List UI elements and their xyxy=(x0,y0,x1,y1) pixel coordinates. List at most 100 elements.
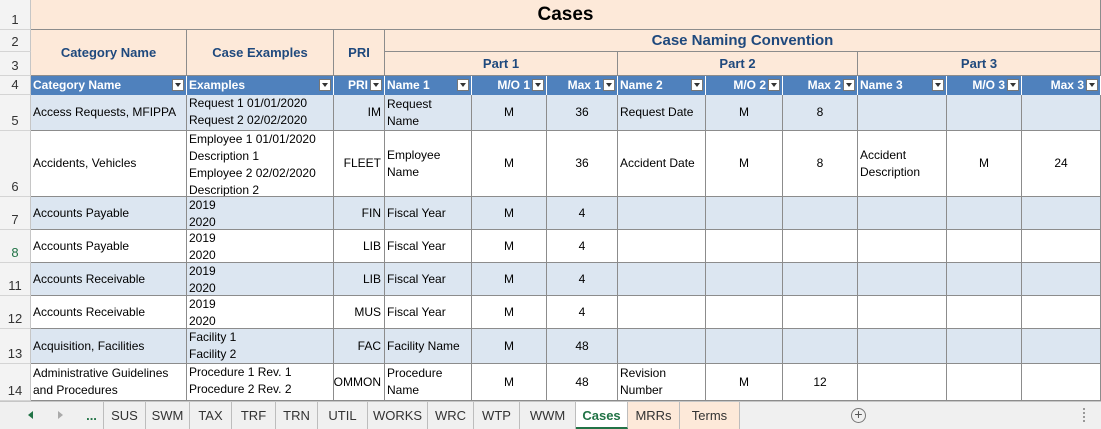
filter-dropdown-icon[interactable] xyxy=(932,79,944,91)
cell-name-2[interactable] xyxy=(618,263,706,296)
sheet-tab-works[interactable]: WORKS xyxy=(368,402,428,429)
cell-mo-3[interactable] xyxy=(947,364,1022,401)
filter-dropdown-icon[interactable] xyxy=(1007,79,1019,91)
cell-examples[interactable]: Employee 1 01/01/2020 Description 1 Employ… xyxy=(187,131,334,197)
sheet-tab-wrc[interactable]: WRC xyxy=(428,402,474,429)
cell-mo-2[interactable]: M xyxy=(706,364,783,401)
cell-examples[interactable]: Facility 1 Facility 2 xyxy=(187,329,334,364)
cell-mo-3[interactable] xyxy=(947,230,1022,263)
cell-pri[interactable]: FLEET xyxy=(334,131,385,197)
cell-max-3[interactable] xyxy=(1022,296,1101,329)
sheet-tab-util[interactable]: UTIL xyxy=(318,402,368,429)
cell-name-1[interactable]: Fiscal Year xyxy=(385,263,472,296)
filter-dropdown-icon[interactable] xyxy=(768,79,780,91)
cell-max-2[interactable]: 8 xyxy=(783,131,858,197)
cell-max-2[interactable]: 12 xyxy=(783,364,858,401)
filter-header-cell[interactable]: Name 2 xyxy=(618,76,706,95)
sheet-title[interactable]: Cases xyxy=(31,0,1101,30)
cell-max-1[interactable]: 36 xyxy=(547,95,618,131)
cell-name-3[interactable] xyxy=(858,197,947,230)
tabs-ellipsis[interactable]: ... xyxy=(80,402,104,429)
cell-max-1[interactable]: 36 xyxy=(547,131,618,197)
filter-header-cell[interactable]: Max 1 xyxy=(547,76,618,95)
filter-header-cell[interactable]: PRI xyxy=(334,76,385,95)
cell-pri[interactable]: COMMON xyxy=(334,364,385,401)
cell-name-2[interactable]: Accident Date xyxy=(618,131,706,197)
cell-examples[interactable]: 2019 2020 xyxy=(187,296,334,329)
cell-mo-1[interactable]: M xyxy=(472,364,547,401)
cell-name-3[interactable] xyxy=(858,95,947,131)
cell-mo-3[interactable] xyxy=(947,329,1022,364)
cell-name-2[interactable] xyxy=(618,197,706,230)
cell-category-name[interactable]: Administrative Guidelines and Procedures xyxy=(31,364,187,401)
filter-dropdown-icon[interactable] xyxy=(1086,79,1098,91)
cell-mo-1[interactable]: M xyxy=(472,230,547,263)
cell-mo-3[interactable] xyxy=(947,95,1022,131)
row-header[interactable]: 14 xyxy=(0,364,31,401)
spreadsheet-grid[interactable]: 1 2 3 4 5 6 7 8 11 12 13 14 Cases Category Name Cas… xyxy=(0,0,1101,401)
cell-category-name[interactable]: Accounts Payable xyxy=(31,197,187,230)
cell-mo-2[interactable] xyxy=(706,197,783,230)
row-header[interactable]: 6 xyxy=(0,131,31,197)
sheet-tab-wtp[interactable]: WTP xyxy=(474,402,520,429)
row-header[interactable]: 7 xyxy=(0,197,31,230)
header-part-3[interactable]: Part 3 xyxy=(858,52,1101,76)
cell-name-3[interactable] xyxy=(858,263,947,296)
filter-header-cell[interactable]: Name 1 xyxy=(385,76,472,95)
cell-name-1[interactable]: Request Name xyxy=(385,95,472,131)
cell-category-name[interactable]: Accounts Receivable xyxy=(31,296,187,329)
filter-dropdown-icon[interactable] xyxy=(457,79,469,91)
header-part-1[interactable]: Part 1 xyxy=(385,52,618,76)
cell-name-3[interactable] xyxy=(858,364,947,401)
cell-mo-2[interactable] xyxy=(706,296,783,329)
cell-max-1[interactable]: 4 xyxy=(547,230,618,263)
cell-max-1[interactable]: 48 xyxy=(547,364,618,401)
cell-max-2[interactable] xyxy=(783,263,858,296)
cell-name-1[interactable]: Fiscal Year xyxy=(385,296,472,329)
cell-category-name[interactable]: Access Requests, MFIPPA xyxy=(31,95,187,131)
cell-examples[interactable]: 2019 2020 xyxy=(187,230,334,263)
row-header[interactable]: 4 xyxy=(0,76,31,95)
sheet-tab-cases[interactable]: Cases xyxy=(576,402,628,429)
row-header[interactable]: 1 xyxy=(0,0,31,30)
row-header[interactable]: 8 xyxy=(0,230,31,263)
cell-max-2[interactable] xyxy=(783,329,858,364)
cell-category-name[interactable]: Accounts Receivable xyxy=(31,263,187,296)
filter-header-cell[interactable]: M/O 1 xyxy=(472,76,547,95)
cell-max-3[interactable] xyxy=(1022,197,1101,230)
cell-name-2[interactable] xyxy=(618,329,706,364)
cell-name-1[interactable]: Procedure Name xyxy=(385,364,472,401)
cell-category-name[interactable]: Accounts Payable xyxy=(31,230,187,263)
cell-mo-1[interactable]: M xyxy=(472,329,547,364)
filter-header-cell[interactable]: Max 2 xyxy=(783,76,858,95)
cell-pri[interactable]: IM xyxy=(334,95,385,131)
filter-dropdown-icon[interactable] xyxy=(172,79,184,91)
cell-name-2[interactable]: Request Date xyxy=(618,95,706,131)
sheet-tab-tax[interactable]: TAX xyxy=(190,402,232,429)
row-header[interactable]: 5 xyxy=(0,95,31,131)
row-header[interactable]: 11 xyxy=(0,263,31,296)
header-part-2[interactable]: Part 2 xyxy=(618,52,858,76)
cell-category-name[interactable]: Acquisition, Facilities xyxy=(31,329,187,364)
filter-header-cell[interactable]: M/O 2 xyxy=(706,76,783,95)
cell-max-1[interactable]: 4 xyxy=(547,197,618,230)
row-header[interactable]: 12 xyxy=(0,296,31,329)
cell-max-3[interactable] xyxy=(1022,230,1101,263)
cell-max-1[interactable]: 4 xyxy=(547,296,618,329)
cell-mo-1[interactable]: M xyxy=(472,95,547,131)
header-category-name[interactable]: Category Name xyxy=(31,30,187,76)
cell-max-1[interactable]: 4 xyxy=(547,263,618,296)
cell-mo-2[interactable] xyxy=(706,263,783,296)
cell-pri[interactable]: MUS xyxy=(334,296,385,329)
filter-dropdown-icon[interactable] xyxy=(370,79,382,91)
filter-header-cell[interactable]: Max 3 xyxy=(1022,76,1101,95)
cell-name-2[interactable]: Revision Number xyxy=(618,364,706,401)
sheet-tab-trn[interactable]: TRN xyxy=(276,402,318,429)
cell-category-name[interactable]: Accidents, Vehicles xyxy=(31,131,187,197)
cell-name-3[interactable]: Accident Description xyxy=(858,131,947,197)
cell-mo-1[interactable]: M xyxy=(472,197,547,230)
cell-mo-3[interactable] xyxy=(947,296,1022,329)
cell-max-2[interactable] xyxy=(783,296,858,329)
row-header[interactable]: 13 xyxy=(0,329,31,364)
cell-mo-2[interactable]: M xyxy=(706,95,783,131)
